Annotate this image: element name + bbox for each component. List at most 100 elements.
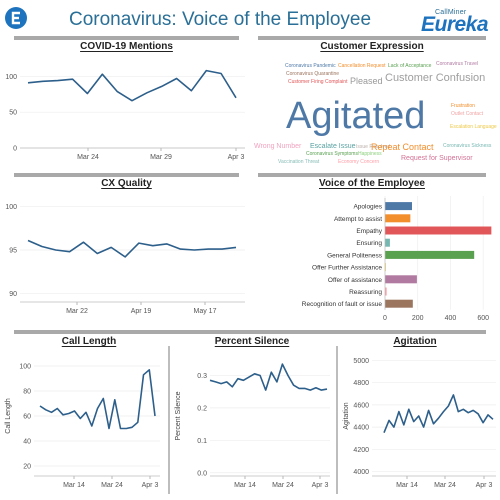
- panel-title-percent-silence: Percent Silence: [214, 336, 290, 347]
- x-tick-label-2: Apr 3: [142, 482, 159, 489]
- cx-quality-chart: 100 95 90 Mar 22 Apr 19 May 17: [5, 204, 245, 315]
- y-axis-label: Call Length: [5, 398, 12, 434]
- agitation-chart: 5000 4800 4600 4400 4200 4000 Mar 14 Mar 24 Apr …: [343, 358, 496, 489]
- y-tick-label-2: 90: [9, 291, 17, 298]
- panel-title-covid-mentions: COVID-19 Mentions: [80, 41, 173, 52]
- section-divider-bottom: [14, 330, 486, 334]
- series-line: [27, 239, 237, 258]
- x-tick-label-1: Apr 19: [131, 308, 152, 315]
- y-tick-label-4: 20: [23, 464, 31, 471]
- category-label-3: Ensuring: [356, 240, 382, 247]
- category-label-4: General Politeness: [327, 252, 383, 259]
- word-wrong-number: Wrong Number: [254, 143, 302, 150]
- percent-silence-chart: 0.3 0.2 0.1 0.0 Mar 14 Mar 24 Apr 3 Percent Sil…: [175, 363, 330, 489]
- category-label-5: Offer Further Assistance: [312, 265, 382, 272]
- panel-title-call-length: Call Length: [61, 336, 117, 347]
- section-divider-mid-right: [258, 173, 486, 177]
- bar-0: [385, 202, 412, 211]
- x-tick-label-0: Mar 24: [77, 154, 99, 161]
- category-label-8: Recognition of fault or issue: [302, 301, 383, 308]
- word-escalate-issue: Escalate Issue: [310, 143, 356, 150]
- series-line: [27, 69, 237, 102]
- x-tick-label-3: 600: [477, 315, 489, 322]
- word-customer-confusion: Customer Confusion: [385, 72, 486, 84]
- bar-8: [385, 299, 413, 308]
- x-tick-label-0: Mar 22: [66, 308, 88, 315]
- y-tick-label-1: 50: [9, 110, 17, 117]
- x-tick-label-0: Mar 14: [396, 482, 418, 489]
- word-repeat-contact: Repeat Contact: [371, 142, 434, 152]
- x-tick-label-0: Mar 14: [234, 482, 256, 489]
- word-happiness: Happiness: [358, 151, 382, 157]
- y-tick-label-2: 0.1: [197, 438, 207, 445]
- series-line: [39, 368, 156, 430]
- y-tick-label-1: 4800: [353, 380, 369, 387]
- category-label-2: Empathy: [356, 228, 382, 235]
- word-pleased: Pleased: [350, 76, 383, 86]
- bar-3: [385, 238, 390, 247]
- category-label-7: Reassuring: [349, 289, 382, 296]
- y-tick-label-3: 4400: [353, 425, 369, 432]
- y-tick-label-2: 4600: [353, 402, 369, 409]
- word-cancellation-request: Cancellation Request: [338, 63, 386, 69]
- bar-5: [385, 263, 386, 272]
- x-tick-label-1: Mar 24: [101, 482, 123, 489]
- series-line: [209, 363, 328, 391]
- bar-2: [385, 226, 492, 235]
- word-coronavirus-travel: Coronavirus Travel: [436, 61, 478, 67]
- word-coronavirus-quarantine: Coronavirus Quarantine: [286, 71, 340, 77]
- category-label-0: Apologies: [353, 204, 382, 211]
- category-label-1: Attempt to assist: [334, 216, 382, 223]
- word-outlet-contact: Outlet Contact: [451, 111, 483, 117]
- bar-7: [385, 287, 387, 296]
- covid-mentions-chart: 100 50 0 Mar 24 Mar 29 Apr 3: [5, 69, 245, 161]
- brand-eureka-logo: Eureka: [421, 13, 489, 36]
- y-tick-label-2: 0: [13, 146, 17, 153]
- word-escalation-language: Escalation Language: [450, 124, 497, 130]
- dashboard-title: Coronavirus: Voice of the Employee: [68, 9, 372, 30]
- y-tick-label-0: 100: [5, 74, 17, 81]
- y-axis-label: Agitation: [343, 402, 350, 429]
- word-economy-concern: Economy Concern: [338, 159, 380, 165]
- bar-1: [385, 214, 411, 223]
- x-tick-label-1: Mar 24: [272, 482, 294, 489]
- customer-expression-word-cloud: Coronavirus Pandemic Cancellation Reques…: [250, 54, 500, 172]
- x-tick-label-1: 200: [412, 315, 424, 322]
- x-tick-label-1: Mar 24: [434, 482, 456, 489]
- word-lack-of-acceptance: Lack of Acceptance: [388, 63, 432, 69]
- category-label-6: Offer of assistance: [328, 277, 382, 284]
- panel-title-customer-expression: Customer Expression: [320, 41, 424, 52]
- series-line: [383, 394, 494, 434]
- voice-of-employee-chart: 0 200 400 600 Apologies Attempt to assist Empa…: [302, 196, 492, 322]
- word-coronavirus-sickness: Coronavirus Sickness: [443, 143, 492, 149]
- section-divider-top-left: [14, 36, 239, 40]
- word-coronavirus-symptoms: Coronavirus Symptoms: [306, 151, 358, 157]
- y-tick-label-2: 60: [23, 414, 31, 421]
- y-tick-label-1: 95: [9, 248, 17, 255]
- x-tick-label-0: 0: [383, 315, 387, 322]
- x-tick-label-2: Apr 3: [228, 154, 245, 161]
- y-tick-label-1: 80: [23, 389, 31, 396]
- y-tick-label-5: 4000: [353, 469, 369, 476]
- brand-callminer: CallMiner: [435, 9, 467, 16]
- word-customer-firing-complaint: Customer Firing Complaint: [288, 79, 348, 85]
- x-tick-label-2: Apr 3: [312, 482, 329, 489]
- word-coronavirus-pandemic: Coronavirus Pandemic: [285, 63, 336, 69]
- x-tick-label-2: May 17: [194, 308, 217, 315]
- y-tick-label-0: 100: [19, 364, 31, 371]
- y-tick-label-0: 100: [5, 204, 17, 211]
- panel-separator-1: [168, 346, 170, 494]
- x-tick-label-1: Mar 29: [150, 154, 172, 161]
- x-tick-label-2: 400: [445, 315, 457, 322]
- word-request-for-supervisor: Request for Supervisor: [401, 155, 473, 162]
- word-agitated: Agitated: [286, 95, 426, 137]
- panel-title-cx-quality: CX Quality: [101, 178, 152, 189]
- y-tick-label-0: 0.3: [197, 373, 207, 380]
- section-divider-top-right: [258, 36, 486, 40]
- bar-6: [385, 275, 417, 284]
- word-issue-resolved: Issue Resolved: [356, 144, 391, 150]
- x-tick-label-2: Apr 3: [476, 482, 493, 489]
- y-tick-label-3: 40: [23, 439, 31, 446]
- word-vaccination-threat: Vaccination Threat: [278, 159, 320, 165]
- y-tick-label-3: 0.0: [197, 470, 207, 477]
